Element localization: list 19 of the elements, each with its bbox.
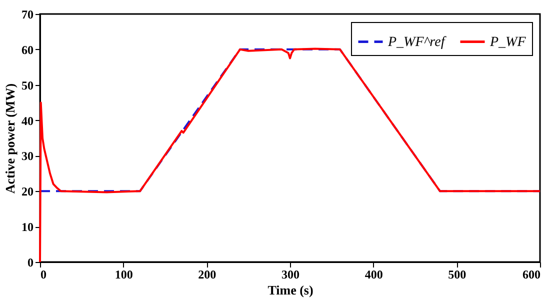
x-axis-title: Time (s) — [268, 282, 314, 298]
y-tick-label: 0 — [28, 256, 34, 270]
x-tick-label: 100 — [114, 268, 133, 282]
y-tick-label: 10 — [22, 220, 34, 234]
x-tick-label: 200 — [198, 268, 216, 282]
x-tick-label: 0 — [40, 268, 46, 282]
x-tick-label: 400 — [364, 268, 383, 282]
y-tick-label: 70 — [22, 8, 34, 22]
y-tick-label: 30 — [22, 149, 34, 164]
y-tick-label: 50 — [22, 78, 34, 92]
y-tick-label: 40 — [22, 114, 34, 128]
x-tick-label: 300 — [282, 268, 300, 282]
legend-label: P_WF^ref — [387, 34, 447, 50]
y-axis-title: Active power (MW) — [2, 83, 18, 194]
x-tick-label: 500 — [448, 268, 466, 282]
y-tick-label: 60 — [22, 42, 34, 57]
legend-label: P_WF — [489, 34, 526, 50]
x-tick-label: 600 — [522, 268, 540, 282]
y-tick-label: 20 — [22, 184, 34, 199]
